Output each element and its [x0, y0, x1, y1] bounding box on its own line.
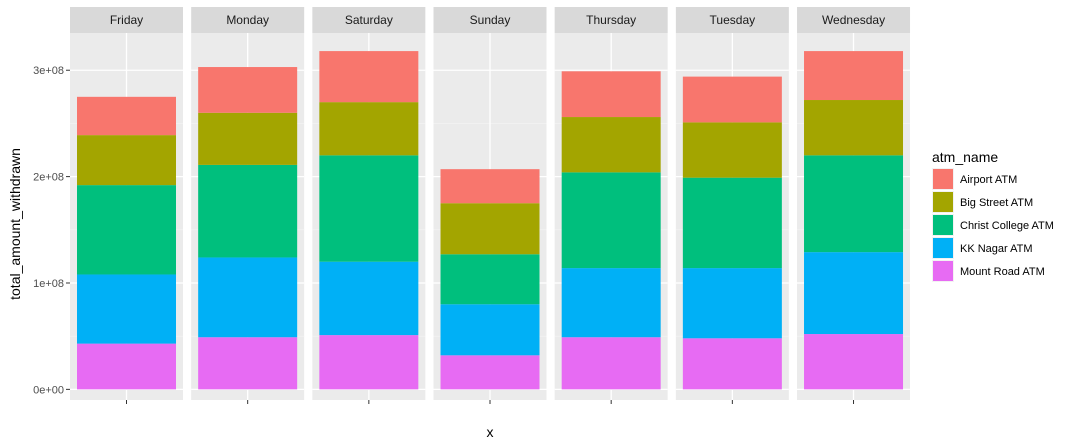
bar-saturday-kk-nagar-atm — [319, 261, 419, 336]
bar-monday-big-street-atm — [198, 112, 298, 165]
facet-panels: Friday Monday Saturday Sunday Thursday Tuesda… — [70, 7, 911, 404]
bar-saturday-mount-road-atm — [319, 335, 419, 390]
bar-sunday-kk-nagar-atm — [440, 304, 540, 356]
facet-strip-label: Tuesday — [710, 13, 756, 27]
bar-sunday-christ-college-atm — [440, 254, 540, 305]
legend-swatch — [933, 215, 953, 235]
bar-sunday-mount-road-atm — [440, 355, 540, 390]
legend-item-airport-atm: Airport ATM — [932, 168, 1017, 190]
legend-label: Big Street ATM — [960, 197, 1033, 209]
facet-strip — [191, 7, 305, 33]
bar-saturday-airport-atm — [319, 51, 419, 103]
legend-swatch — [933, 169, 953, 189]
x-axis-title: x — [487, 424, 494, 440]
bar-wednesday-kk-nagar-atm — [804, 252, 904, 335]
legend-swatch — [933, 238, 953, 258]
facet-strip-label: Thursday — [586, 13, 636, 27]
facet-strip — [675, 7, 789, 33]
legend: atm_name Airport ATM Big Street ATM Christ… — [932, 149, 1054, 282]
facet-panel-saturday: Saturday — [312, 7, 426, 404]
facet-panel-tuesday: Tuesday — [675, 7, 789, 404]
facet-strip — [433, 7, 547, 33]
facet-strip-label: Wednesday — [822, 13, 885, 27]
y-tick-label: 0e+00 — [33, 384, 64, 396]
facet-strip-label: Monday — [226, 13, 269, 27]
bar-wednesday-christ-college-atm — [804, 155, 904, 253]
legend-item-big-street-atm: Big Street ATM — [932, 191, 1033, 213]
bar-thursday-airport-atm — [561, 71, 661, 118]
legend-swatch — [933, 192, 953, 212]
bar-monday-mount-road-atm — [198, 337, 298, 390]
bar-friday-big-street-atm — [77, 135, 176, 186]
facet-strip-label: Sunday — [470, 13, 511, 27]
bar-tuesday-big-street-atm — [682, 122, 782, 178]
legend-swatch — [933, 261, 953, 281]
bar-wednesday-big-street-atm — [804, 100, 904, 156]
bar-sunday-airport-atm — [440, 169, 540, 204]
bar-thursday-kk-nagar-atm — [561, 268, 661, 338]
bar-tuesday-mount-road-atm — [682, 338, 782, 390]
bar-monday-airport-atm — [198, 67, 298, 113]
y-tick-label: 2e+08 — [33, 172, 64, 184]
bar-friday-kk-nagar-atm — [77, 274, 176, 344]
bar-monday-kk-nagar-atm — [198, 257, 298, 338]
legend-item-kk-nagar-atm: KK Nagar ATM — [932, 237, 1033, 259]
legend-label: Mount Road ATM — [960, 266, 1045, 278]
facet-strip — [312, 7, 426, 33]
bar-saturday-big-street-atm — [319, 102, 419, 156]
bar-sunday-big-street-atm — [440, 203, 540, 255]
bar-saturday-christ-college-atm — [319, 155, 419, 262]
bar-friday-mount-road-atm — [77, 343, 176, 390]
facet-panel-friday: Friday — [70, 7, 183, 404]
bar-wednesday-airport-atm — [804, 51, 904, 101]
y-axis: 0e+00 1e+08 2e+08 3e+08 — [33, 65, 70, 396]
bar-friday-airport-atm — [77, 96, 176, 136]
facet-panel-wednesday: Wednesday — [797, 7, 911, 404]
legend-label: KK Nagar ATM — [960, 243, 1033, 255]
legend-item-christ-college-atm: Christ College ATM — [932, 214, 1054, 236]
y-tick-label: 3e+08 — [33, 65, 64, 77]
legend-title: atm_name — [932, 149, 998, 165]
facet-panel-sunday: Sunday — [433, 7, 547, 404]
y-axis-title: total_amount_withdrawn — [7, 148, 23, 300]
bar-thursday-mount-road-atm — [561, 337, 661, 390]
bar-tuesday-airport-atm — [682, 76, 782, 123]
bar-thursday-christ-college-atm — [561, 172, 661, 269]
legend-label: Airport ATM — [960, 174, 1017, 186]
bar-thursday-big-street-atm — [561, 117, 661, 173]
bar-tuesday-kk-nagar-atm — [682, 268, 782, 339]
facet-strip — [70, 7, 183, 33]
bar-wednesday-mount-road-atm — [804, 334, 904, 390]
facet-strip-label: Saturday — [345, 13, 393, 27]
legend-label: Christ College ATM — [960, 220, 1054, 232]
bar-monday-christ-college-atm — [198, 164, 298, 258]
bar-tuesday-christ-college-atm — [682, 177, 782, 269]
facet-panel-thursday: Thursday — [554, 7, 668, 404]
y-tick-label: 1e+08 — [33, 278, 64, 290]
legend-item-mount-road-atm: Mount Road ATM — [932, 260, 1045, 282]
facet-strip-label: Friday — [110, 13, 143, 27]
facet-strip — [797, 7, 911, 33]
facet-strip — [554, 7, 668, 33]
bar-friday-christ-college-atm — [77, 185, 176, 275]
facet-panel-monday: Monday — [191, 7, 305, 404]
